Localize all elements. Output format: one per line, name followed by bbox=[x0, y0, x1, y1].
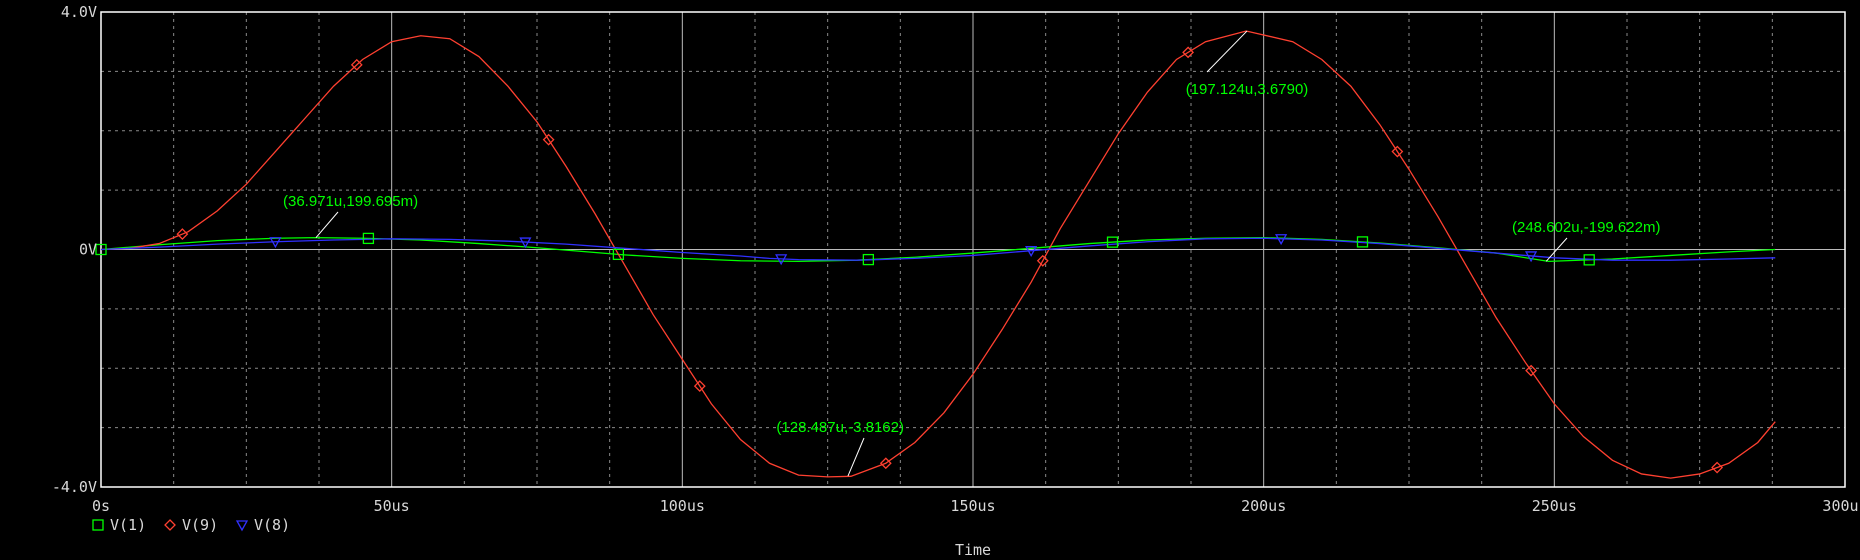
markers-layer bbox=[95, 46, 1724, 474]
series-marker bbox=[612, 248, 625, 261]
series-layer bbox=[100, 30, 1776, 479]
y-tick-label: -4.0V bbox=[52, 478, 97, 496]
x-tick-label: 0s bbox=[92, 497, 110, 515]
series-marker bbox=[95, 243, 107, 256]
x-tick-labels: 0s 50us 100us 150us 200us 250us 300us bbox=[92, 497, 1860, 515]
legend-label: V(1) bbox=[110, 516, 146, 534]
legend-marker bbox=[235, 520, 249, 532]
x-tick-label: 150us bbox=[950, 497, 995, 515]
series-marker bbox=[269, 237, 282, 249]
annotation-label: (128.487u,-3.8162) bbox=[776, 419, 904, 436]
series-line-v8 bbox=[100, 237, 1776, 261]
series-line-v9 bbox=[100, 30, 1776, 479]
legend-marker bbox=[92, 519, 104, 531]
series-marker bbox=[1356, 236, 1369, 248]
series-marker bbox=[362, 232, 375, 245]
series-marker bbox=[1036, 254, 1049, 267]
annotation-leader bbox=[1545, 237, 1568, 262]
legend: V(1) V(9) V(8) bbox=[92, 516, 290, 534]
y-tick-label: 0V bbox=[79, 241, 97, 259]
series-marker bbox=[176, 228, 189, 240]
series-marker bbox=[1025, 246, 1038, 258]
series-marker bbox=[519, 237, 532, 249]
x-tick-label: 250us bbox=[1532, 497, 1577, 515]
legend-label: V(9) bbox=[182, 516, 218, 534]
annotation-label: (197.124u,3.6790) bbox=[1186, 81, 1309, 98]
annotation-leader bbox=[847, 437, 865, 477]
grid bbox=[101, 12, 1845, 487]
x-axis-label: Time bbox=[955, 541, 991, 559]
series-marker bbox=[350, 58, 363, 71]
annotations-layer: (36.971u,199.695m) (128.487u,-3.8162) (197… bbox=[283, 30, 1660, 477]
series-marker bbox=[862, 253, 875, 266]
series-marker bbox=[1182, 46, 1195, 59]
series-marker bbox=[1711, 461, 1724, 474]
series-marker bbox=[542, 133, 555, 146]
series-marker bbox=[879, 457, 892, 470]
series-marker bbox=[1525, 364, 1537, 377]
x-tick-label: 300us bbox=[1822, 497, 1860, 515]
annotation-leader bbox=[1206, 30, 1248, 73]
x-tick-label: 50us bbox=[374, 497, 410, 515]
legend-label: V(8) bbox=[254, 516, 290, 534]
y-tick-label: 4.0V bbox=[61, 3, 97, 21]
series-marker bbox=[1524, 251, 1538, 263]
x-tick-label: 200us bbox=[1241, 497, 1286, 515]
annotation-label: (36.971u,199.695m) bbox=[283, 193, 418, 210]
series-marker bbox=[775, 254, 788, 266]
series-marker bbox=[1391, 145, 1404, 158]
annotation-leader bbox=[315, 211, 339, 238]
series-marker bbox=[693, 380, 706, 392]
y-tick-labels: 4.0V 0V -4.0V bbox=[52, 3, 97, 496]
x-tick-label: 100us bbox=[660, 497, 705, 515]
legend-marker bbox=[164, 519, 176, 531]
series-marker bbox=[1106, 236, 1119, 248]
series-marker bbox=[1583, 254, 1595, 266]
series-marker bbox=[1275, 234, 1288, 246]
annotation-label: (248.602u,-199.622m) bbox=[1512, 219, 1660, 236]
